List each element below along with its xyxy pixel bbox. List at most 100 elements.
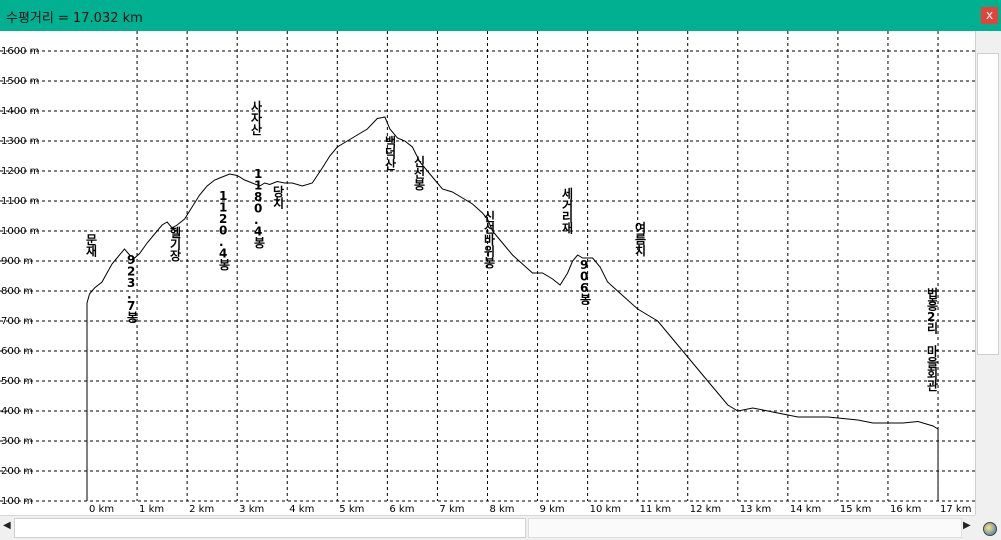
scroll-right-arrow-icon[interactable]: ▶ — [963, 520, 971, 531]
y-tick-label: 300 m — [1, 436, 33, 447]
annotation-char: 신 — [414, 154, 425, 169]
annotation-char: 기 — [170, 237, 181, 252]
y-tick-label: 400 m — [1, 406, 33, 417]
x-tick-label: 1 km — [139, 504, 164, 515]
y-tick-label: 600 m — [1, 346, 33, 357]
annotation-char: 9 — [580, 258, 588, 272]
annotation-char: 3 — [127, 276, 135, 290]
annotation-char: 바 — [484, 232, 495, 247]
annotation-char: 거 — [562, 198, 573, 213]
y-tick-label: 1100 m — [1, 196, 39, 207]
annotation-char: 2 — [127, 265, 135, 279]
globe-icon[interactable] — [983, 522, 997, 536]
y-tick-label: 700 m — [1, 316, 33, 327]
annotation-char: 8 — [254, 190, 262, 204]
annotation-char: 2 — [219, 212, 227, 226]
y-tick-label: 800 m — [1, 286, 33, 297]
annotation-char: 0 — [580, 270, 588, 284]
y-tick-label: 100 m — [1, 496, 33, 507]
annotation-char: 치 — [273, 196, 284, 211]
annotation-char: 1 — [219, 201, 227, 215]
annotation-char: 봉 — [484, 256, 495, 270]
x-tick-label: 2 km — [189, 504, 214, 515]
window-title: 수평거리 = 17.032 km — [6, 11, 143, 26]
x-tick-label: 5 km — [339, 504, 364, 515]
y-tick-label: 1000 m — [1, 226, 39, 237]
y-tick-label: 200 m — [1, 466, 33, 477]
elevation-line — [86, 116, 939, 430]
annotation-char: 선 — [484, 221, 495, 236]
annotation-char: 4 — [219, 247, 227, 261]
x-tick-label: 4 km — [289, 504, 314, 515]
annotation-char: 2 — [927, 310, 935, 324]
x-tick-label: 11 km — [640, 504, 671, 515]
annotation-char: 치 — [635, 243, 646, 258]
annotation-char: 백 — [385, 134, 396, 149]
vertical-scrollbar[interactable] — [975, 31, 1001, 515]
annotation-char: 1 — [219, 189, 227, 203]
annotation-char: 6 — [580, 281, 588, 295]
y-tick-label: 900 m — [1, 256, 33, 267]
y-tick-label: 1500 m — [1, 76, 39, 87]
scroll-left-arrow-icon[interactable]: ◀ — [3, 520, 11, 531]
vertical-scroll-thumb[interactable] — [977, 53, 999, 355]
annotation-char: 자 — [251, 111, 262, 126]
x-tick-label: 12 km — [690, 504, 721, 515]
horizontal-scroll-track[interactable] — [528, 518, 962, 538]
annotation-char: 7 — [127, 299, 135, 313]
annotation-char: 재 — [86, 245, 97, 259]
x-tick-label: 8 km — [489, 504, 514, 515]
annotation-char: 을 — [927, 356, 938, 370]
close-button[interactable]: x — [981, 7, 998, 24]
x-tick-label: 10 km — [590, 504, 621, 515]
annotation-char: 봉 — [254, 236, 265, 250]
annotation-char: 장 — [170, 249, 181, 263]
annotation-char: 여 — [635, 220, 646, 235]
annotation-char: 신 — [484, 209, 495, 224]
annotation-char: 마 — [927, 344, 938, 359]
annotation-char: 1 — [254, 167, 262, 181]
y-tick-label: 1600 m — [1, 46, 39, 57]
annotation-char: 흥 — [927, 298, 938, 313]
annotation-char: 4 — [254, 225, 262, 239]
annotation-char: 리 — [562, 209, 573, 224]
x-tick-label: 17 km — [940, 504, 971, 515]
profile-svg: 0 km 1 km 2 km 3 km 4 km 5 km 6 km 7 km 8 km 9 km… — [0, 31, 975, 515]
annotation-char: 덕 — [385, 146, 396, 161]
annotation-char: 리 — [927, 321, 938, 336]
x-tick-label: 6 km — [389, 504, 414, 515]
x-tick-label: 14 km — [790, 504, 821, 515]
annotation-char: 재 — [562, 222, 573, 236]
y-tick-label: 1200 m — [1, 166, 39, 177]
x-tick-label: 3 km — [239, 504, 264, 515]
annotation-char: 법 — [927, 286, 938, 301]
x-tick-label: 9 km — [540, 504, 565, 515]
annotation-char: . — [219, 235, 224, 249]
annotation-char: 봉 — [414, 178, 425, 192]
horizontal-scrollbar[interactable]: ◀ ▶ — [0, 515, 975, 540]
elevation-profile-chart: 0 km 1 km 2 km 3 km 4 km 5 km 6 km 7 km 8 km 9 km… — [0, 31, 975, 515]
annotation-char: 0 — [219, 224, 227, 238]
annotation-char: 1 — [254, 179, 262, 193]
x-tick-label: 15 km — [840, 504, 871, 515]
annotation-char: 산 — [385, 157, 396, 172]
annotation-char: 헬 — [170, 225, 181, 240]
x-tick-label: 7 km — [439, 504, 464, 515]
annotation-char: 당 — [273, 184, 284, 199]
annotation-char: 름 — [635, 232, 646, 247]
annotation-char: 산 — [251, 122, 262, 137]
annotation-char: 9 — [127, 253, 135, 267]
annotation-char: 세 — [562, 186, 573, 201]
x-tick-label: 16 km — [890, 504, 921, 515]
annotation-char: 위 — [484, 245, 495, 259]
annotation-char: 회 — [927, 367, 938, 382]
y-tick-label: 500 m — [1, 376, 33, 387]
title-bar: 수평거리 = 17.032 km x — [0, 0, 1001, 31]
horizontal-scroll-thumb[interactable] — [14, 518, 526, 538]
annotation-char: 봉 — [580, 293, 591, 307]
annotation-char: 사 — [251, 99, 262, 114]
x-tick-label: 13 km — [740, 504, 771, 515]
annotation-char: 0 — [254, 202, 262, 216]
y-tick-label: 1400 m — [1, 106, 39, 117]
annotation-char: 관 — [927, 378, 938, 393]
